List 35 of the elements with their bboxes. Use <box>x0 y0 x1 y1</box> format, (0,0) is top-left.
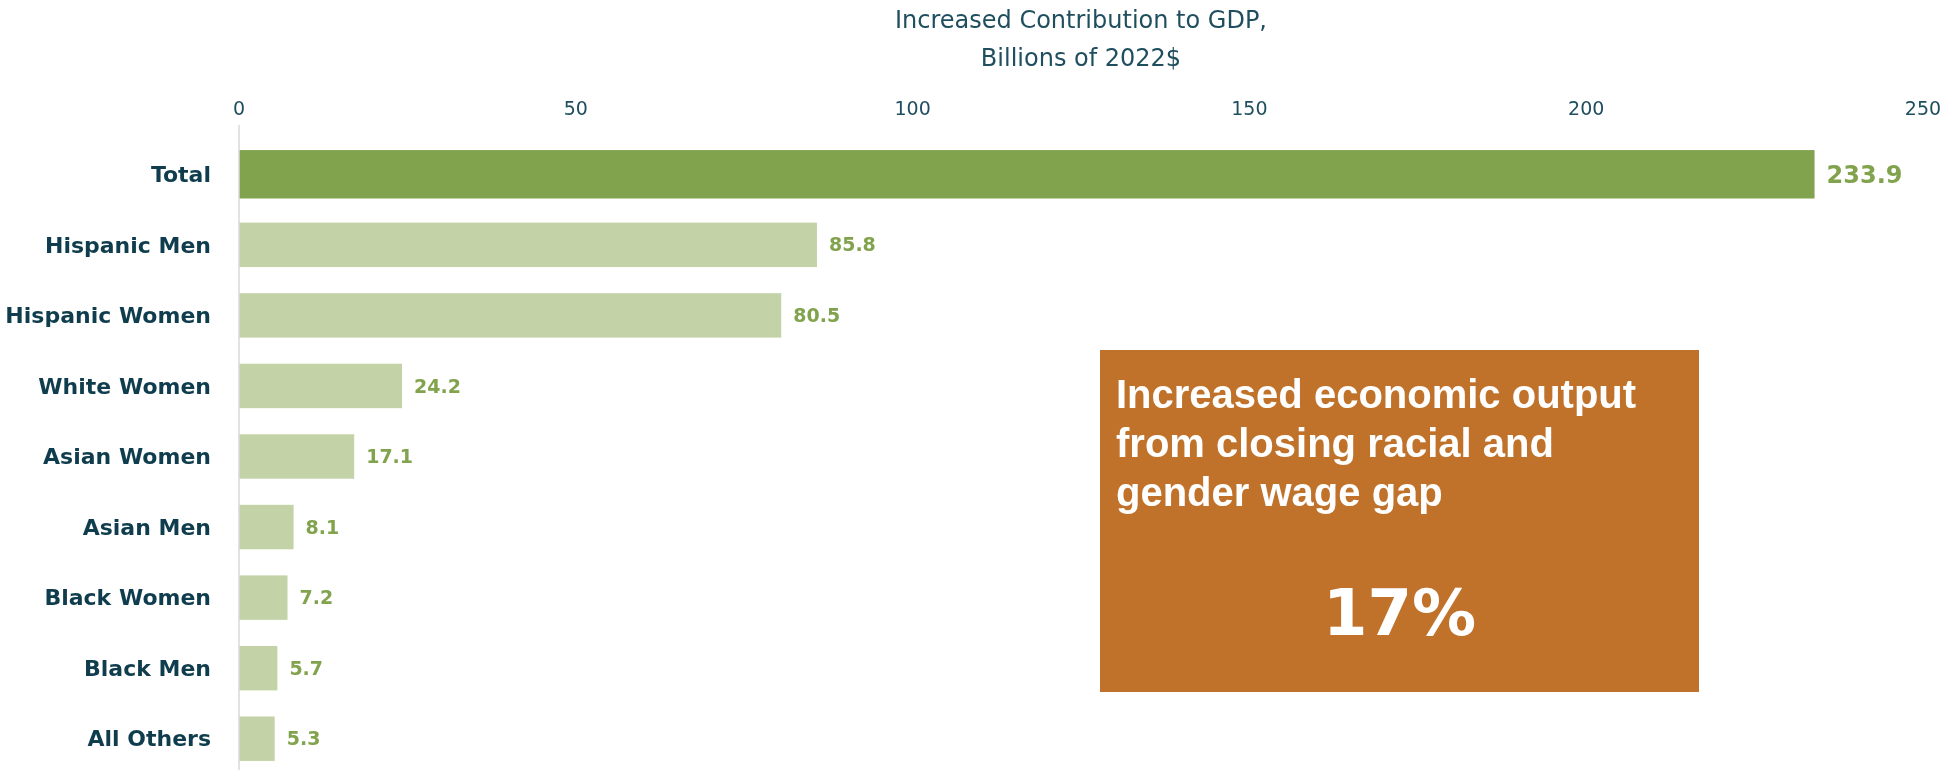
annotation: Increased economic output from closing racial and gender wage gap <box>1116 372 1637 514</box>
y-tick-label: Black Women <box>44 585 211 611</box>
data-label: 5.7 <box>289 656 324 679</box>
y-tick-label: White Women <box>38 373 211 399</box>
data-label: 80.5 <box>793 304 841 327</box>
y-tick-label: Asian Men <box>82 514 211 540</box>
x-tick-label: 50 <box>563 96 588 119</box>
x-tick-label: 200 <box>1568 96 1605 119</box>
y-tick-label: All Others <box>87 726 211 752</box>
x-tick-label: 250 <box>1904 96 1942 119</box>
y-tick-label: Total <box>150 161 211 187</box>
bar <box>239 716 275 761</box>
annotation: 17% <box>1322 576 1477 650</box>
bar <box>239 363 403 409</box>
y-tick-label: Asian Women <box>43 444 211 470</box>
bar <box>239 222 817 268</box>
y-tick-label: Black Men <box>84 655 211 681</box>
x-tick-label: 0 <box>232 96 246 119</box>
data-label: 7.2 <box>299 586 334 609</box>
data-label: 24.2 <box>414 374 461 397</box>
data-label: 8.1 <box>305 515 340 538</box>
x-axis-title: Increased Contribution to GDP, Billions of 2022$ <box>895 6 1267 72</box>
x-tick-label: 100 <box>894 96 931 119</box>
bar <box>239 504 294 550</box>
bar <box>239 645 278 691</box>
y-tick-label: Hispanic Men <box>44 232 211 258</box>
y-tick-label: Hispanic Women <box>5 303 211 329</box>
bar <box>239 575 288 620</box>
bar <box>239 434 355 479</box>
data-label: 233.9 <box>1826 160 1903 189</box>
data-label: 17.1 <box>366 445 414 468</box>
x-tick-label: 150 <box>1231 96 1268 119</box>
data-label: 5.3 <box>286 727 321 750</box>
data-label: 85.8 <box>828 233 876 256</box>
bar <box>239 293 782 338</box>
